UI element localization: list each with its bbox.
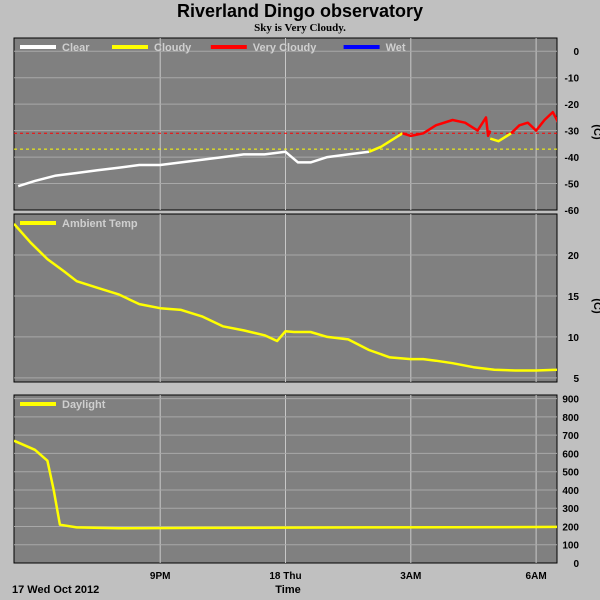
daylight-y-tick-label: 500 xyxy=(562,468,579,479)
x-tick-label: 18 Thu xyxy=(269,571,301,582)
ambient-temperature-y-tick-label: 15 xyxy=(568,292,580,303)
ambient-temperature-legend-swatch xyxy=(20,221,56,225)
daylight-legend-swatch xyxy=(20,402,56,406)
sky-status-text: Sky is Very Cloudy. xyxy=(254,22,346,34)
ambient-temperature-y-tick-label: 10 xyxy=(568,333,580,344)
sky-temperature-legend-label: Very Cloudy xyxy=(253,42,317,54)
sky-temperature-legend-label: Clear xyxy=(62,42,90,54)
daylight-panel: 0 100 200 300 400 500 600 700 800 900 Daylight xyxy=(13,394,579,570)
x-tick-label: 3AM xyxy=(400,571,421,582)
ambient-temperature-y-tick-label: 20 xyxy=(568,251,580,262)
sky-temperature-legend-label: Cloudy xyxy=(154,42,192,54)
daylight-y-tick-label: 400 xyxy=(562,486,579,497)
sky-temperature-y-tick-label: -60 xyxy=(565,206,580,217)
sky-temperature-y-tick-label: -10 xyxy=(565,74,580,85)
daylight-legend-label: Daylight xyxy=(62,399,106,411)
daylight-y-tick-label: 200 xyxy=(562,522,579,533)
daylight-y-tick-label: 100 xyxy=(562,541,579,552)
sky-temperature-series-line xyxy=(368,132,404,153)
daylight-y-tick-label: 0 xyxy=(573,559,579,570)
sky-temperature-legend-swatch xyxy=(343,45,380,49)
ambient-temperature-y-tick-label: 5 xyxy=(573,374,579,385)
daylight-y-tick-label: 600 xyxy=(562,449,579,460)
daylight-y-tick-label: 900 xyxy=(562,395,579,406)
sky-temperature-y-tick-label: -20 xyxy=(565,100,580,111)
ambient-temperature-series-line xyxy=(14,222,557,372)
sky-temperature-y-tick-label: -30 xyxy=(565,127,580,138)
sky-temperature-y-tick-label: 0 xyxy=(573,47,579,58)
daylight-y-tick-label: 300 xyxy=(562,504,579,515)
sky-temperature-legend-swatch xyxy=(210,45,247,49)
sky-temperature-legend-swatch xyxy=(20,45,56,49)
sky-temperature-series-line xyxy=(510,110,557,135)
ambient-temperature-panel: 5 10 15 20 (C) Ambient Temp xyxy=(13,213,600,385)
sky-temperature-series-line xyxy=(489,132,512,143)
daylight-series-line xyxy=(14,439,557,530)
daylight-y-tick-label: 700 xyxy=(562,431,579,442)
sky-temperature-series-line xyxy=(17,150,370,188)
x-tick-label: 9PM xyxy=(150,571,171,582)
ambient-temperature-legend-label: Ambient Temp xyxy=(62,218,138,230)
sky-temperature-y-tick-label: -40 xyxy=(565,153,580,164)
page-title: Riverland Dingo observatory xyxy=(176,1,424,21)
sky-temperature-panel: 0 -10 -20 -30 -40 -50 -60 (C) Clear Cloudy Very Cl… xyxy=(13,37,600,217)
daylight-y-tick-label: 800 xyxy=(562,413,579,424)
sky-temperature-y-tick-label: -50 xyxy=(565,180,580,191)
sky-temperature-y-axis-unit: (C) xyxy=(591,124,600,140)
x-tick-label: 6AM xyxy=(526,571,547,582)
sky-temperature-series-line xyxy=(402,116,492,138)
sky-temperature-legend-swatch xyxy=(112,45,148,49)
ambient-temperature-y-axis-unit: (C) xyxy=(591,298,600,314)
sky-temperature-legend-label: Wet xyxy=(386,42,406,54)
